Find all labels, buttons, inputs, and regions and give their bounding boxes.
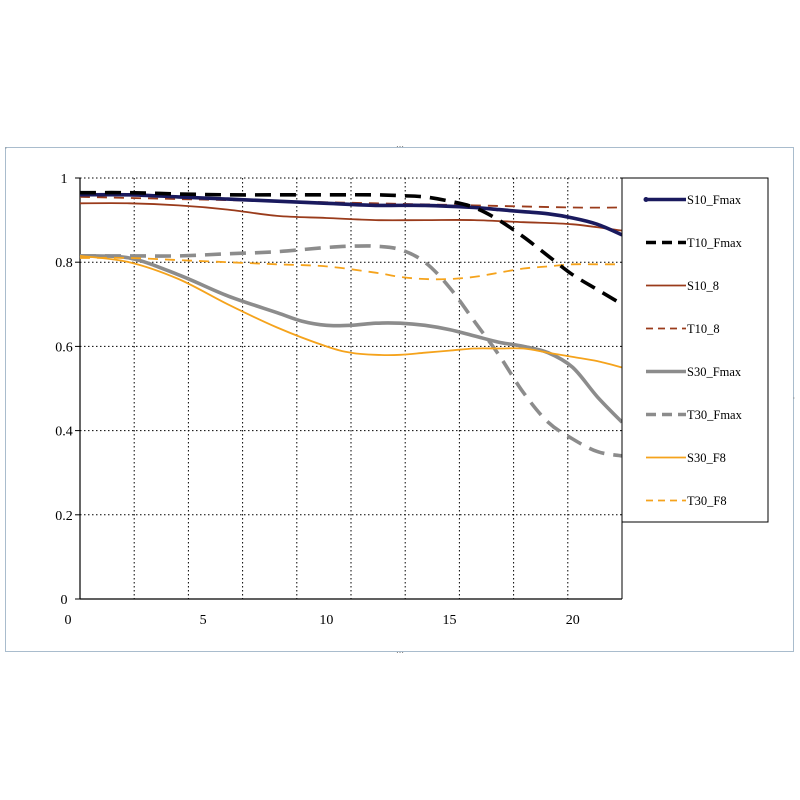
legend-label: T10_Fmax bbox=[687, 236, 743, 250]
y-tick-label: 0.6 bbox=[55, 340, 73, 355]
y-tick-label: 0.2 bbox=[55, 509, 73, 524]
frame-handle-top[interactable]: ⋯ bbox=[396, 142, 404, 151]
legend-label: S10_Fmax bbox=[687, 193, 742, 207]
x-tick-label: 15 bbox=[443, 613, 457, 628]
plot-area bbox=[80, 178, 622, 599]
y-tick-label: 1 bbox=[61, 172, 68, 187]
legend-label: T30_F8 bbox=[687, 494, 727, 508]
series-line-s10-fmax bbox=[79, 192, 623, 237]
legend-label: T30_Fmax bbox=[687, 408, 743, 422]
x-tick-label: 20 bbox=[566, 613, 580, 628]
frame-handle-left[interactable]: · bbox=[4, 144, 8, 153]
series-line-t10-fmax bbox=[79, 190, 623, 306]
x-tick-label: 0 bbox=[65, 613, 72, 628]
x-tick-label: 10 bbox=[319, 613, 333, 628]
series-line-s10-8 bbox=[79, 202, 623, 232]
series-line-t30-f8 bbox=[79, 256, 622, 281]
series-line-s30-f8 bbox=[79, 255, 623, 369]
legend-swatch-marker bbox=[643, 197, 649, 202]
legend-label: S30_Fmax bbox=[687, 365, 742, 379]
legend-label: S30_F8 bbox=[687, 451, 726, 465]
y-tick-label: 0 bbox=[61, 593, 68, 608]
frame-handle-right[interactable]: · bbox=[792, 394, 796, 403]
y-tick-label: 0.4 bbox=[55, 425, 73, 440]
frame-handle-bottom[interactable]: ⋯ bbox=[396, 648, 404, 657]
legend-box bbox=[621, 177, 769, 523]
y-tick-label: 0.8 bbox=[55, 256, 73, 271]
legend-label: S10_8 bbox=[687, 279, 719, 293]
series-line-t30-fmax bbox=[80, 244, 623, 458]
series-line-t10-8 bbox=[79, 196, 623, 209]
x-tick-label: 5 bbox=[200, 613, 207, 628]
legend-label: T10_8 bbox=[687, 322, 720, 336]
